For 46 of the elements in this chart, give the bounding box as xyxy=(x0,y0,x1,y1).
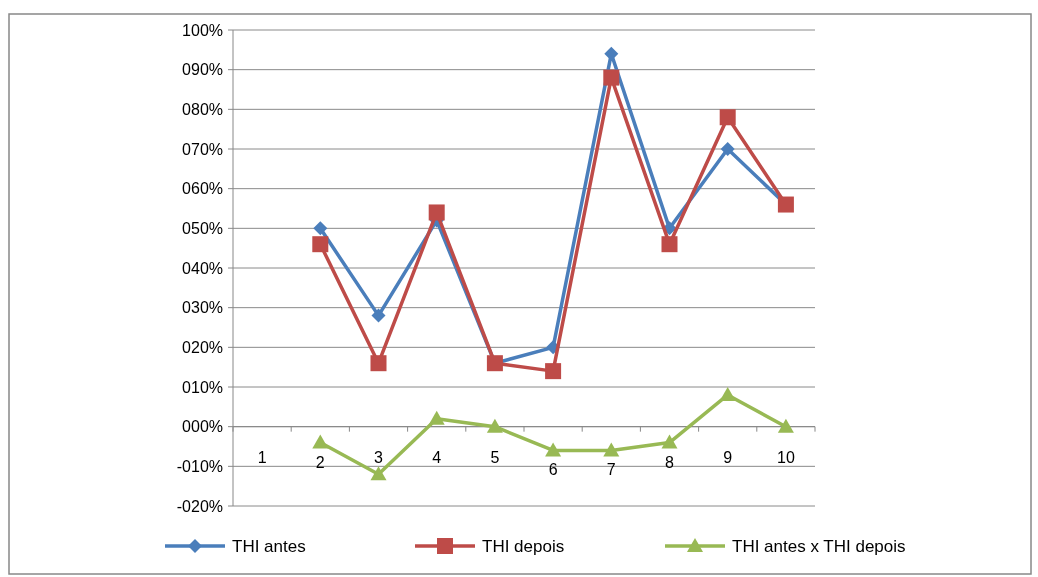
y-tick-label: 020% xyxy=(182,338,223,356)
legend-label: THI antes xyxy=(232,536,306,556)
x-tick-label: 1 xyxy=(257,448,267,466)
point xyxy=(661,434,678,449)
y-tick-label: 090% xyxy=(182,61,223,79)
y-tick-label: -020% xyxy=(176,497,223,515)
point xyxy=(371,308,386,323)
y-tick-label: 040% xyxy=(182,259,223,277)
x-tick-label: 9 xyxy=(723,448,733,466)
point xyxy=(661,236,678,253)
point xyxy=(719,386,736,401)
point xyxy=(777,418,794,433)
point xyxy=(603,442,620,457)
y-tick-label: 100% xyxy=(182,21,223,39)
point xyxy=(312,236,329,253)
x-tick-label: 3 xyxy=(374,448,384,466)
y-tick-label: 080% xyxy=(182,100,223,118)
x-tick-label: 5 xyxy=(490,448,500,466)
point xyxy=(545,363,562,380)
y-tick-label: 070% xyxy=(182,140,223,158)
point xyxy=(428,410,445,425)
point xyxy=(719,109,736,126)
point xyxy=(603,69,620,86)
point xyxy=(313,221,328,236)
point xyxy=(486,418,503,433)
x-tick-label: 6 xyxy=(548,461,558,479)
x-tick-label: 8 xyxy=(665,453,675,471)
point xyxy=(428,204,445,221)
y-tick-label: 060% xyxy=(182,180,223,198)
legend-label: THI depois xyxy=(482,536,565,556)
point xyxy=(604,46,619,61)
point xyxy=(545,442,562,457)
x-tick-label: 4 xyxy=(432,448,442,466)
y-tick-label: -010% xyxy=(176,457,223,475)
x-tick-label: 10 xyxy=(777,448,795,466)
y-tick-label: 030% xyxy=(182,299,223,317)
y-tick-label: 000% xyxy=(182,418,223,436)
y-tick-label: 010% xyxy=(182,378,223,396)
point xyxy=(312,434,329,449)
point xyxy=(370,355,387,372)
x-tick-label: 7 xyxy=(606,461,616,479)
x-tick-label: 2 xyxy=(315,453,325,471)
point xyxy=(370,466,387,481)
point xyxy=(720,142,735,156)
legend-label: THI antes x THI depois xyxy=(732,536,906,556)
y-tick-label: 050% xyxy=(182,219,223,237)
